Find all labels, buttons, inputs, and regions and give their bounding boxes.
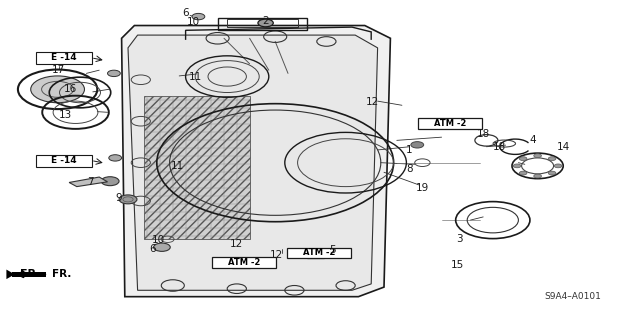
Text: 18: 18 xyxy=(493,142,506,152)
Text: ATM -2: ATM -2 xyxy=(434,119,466,128)
Circle shape xyxy=(31,76,84,103)
Text: 6: 6 xyxy=(149,244,156,255)
Text: 12: 12 xyxy=(270,250,283,260)
Polygon shape xyxy=(6,270,15,279)
Circle shape xyxy=(109,155,122,161)
Circle shape xyxy=(154,243,170,251)
FancyBboxPatch shape xyxy=(36,155,92,167)
Text: ATM -2: ATM -2 xyxy=(303,249,335,257)
Circle shape xyxy=(519,157,527,160)
Text: 15: 15 xyxy=(451,260,464,271)
Text: 10: 10 xyxy=(152,235,165,245)
Text: E -14: E -14 xyxy=(51,53,77,62)
Text: 2: 2 xyxy=(262,16,269,26)
Circle shape xyxy=(192,13,205,20)
Circle shape xyxy=(548,157,556,160)
Text: 5: 5 xyxy=(330,245,336,256)
Circle shape xyxy=(411,142,424,148)
Text: 9: 9 xyxy=(115,193,122,203)
Text: 14: 14 xyxy=(557,142,570,152)
Circle shape xyxy=(119,195,137,204)
Bar xyxy=(310,251,321,256)
FancyBboxPatch shape xyxy=(212,257,276,268)
Circle shape xyxy=(554,164,562,168)
Text: 18: 18 xyxy=(477,129,490,139)
Bar xyxy=(227,19,298,27)
FancyBboxPatch shape xyxy=(287,248,351,258)
Bar xyxy=(232,259,250,268)
Polygon shape xyxy=(122,26,390,297)
Text: 8: 8 xyxy=(406,164,413,174)
Text: 1: 1 xyxy=(406,145,413,155)
Text: FR.: FR. xyxy=(20,269,41,279)
Text: 6: 6 xyxy=(182,8,189,18)
Text: FR.: FR. xyxy=(52,269,72,279)
Polygon shape xyxy=(12,272,46,277)
Polygon shape xyxy=(69,177,108,187)
Text: E -14: E -14 xyxy=(51,156,77,165)
Text: 11: 11 xyxy=(172,161,184,171)
Text: 16: 16 xyxy=(64,84,77,94)
Polygon shape xyxy=(144,96,250,239)
Text: 7: 7 xyxy=(88,177,94,187)
Circle shape xyxy=(519,171,527,175)
Circle shape xyxy=(101,177,119,186)
Text: 3: 3 xyxy=(456,234,463,244)
Circle shape xyxy=(534,154,541,158)
Bar xyxy=(236,261,246,266)
Text: ATM -2: ATM -2 xyxy=(228,258,260,267)
FancyBboxPatch shape xyxy=(36,52,92,64)
Circle shape xyxy=(258,19,273,27)
Text: S9A4–A0101: S9A4–A0101 xyxy=(545,293,602,301)
Text: 4: 4 xyxy=(529,135,536,145)
Circle shape xyxy=(513,164,521,168)
Circle shape xyxy=(534,174,541,178)
Text: 10: 10 xyxy=(187,17,200,27)
Text: 17: 17 xyxy=(52,65,65,75)
Bar xyxy=(218,18,307,30)
Text: 12: 12 xyxy=(230,239,243,249)
Polygon shape xyxy=(128,35,378,290)
Text: 11: 11 xyxy=(189,71,202,82)
FancyBboxPatch shape xyxy=(418,118,482,129)
Text: 12: 12 xyxy=(366,97,379,107)
Bar xyxy=(307,249,324,258)
Text: 19: 19 xyxy=(416,183,429,193)
Circle shape xyxy=(108,70,120,77)
Circle shape xyxy=(548,171,556,175)
Text: 13: 13 xyxy=(59,110,72,120)
